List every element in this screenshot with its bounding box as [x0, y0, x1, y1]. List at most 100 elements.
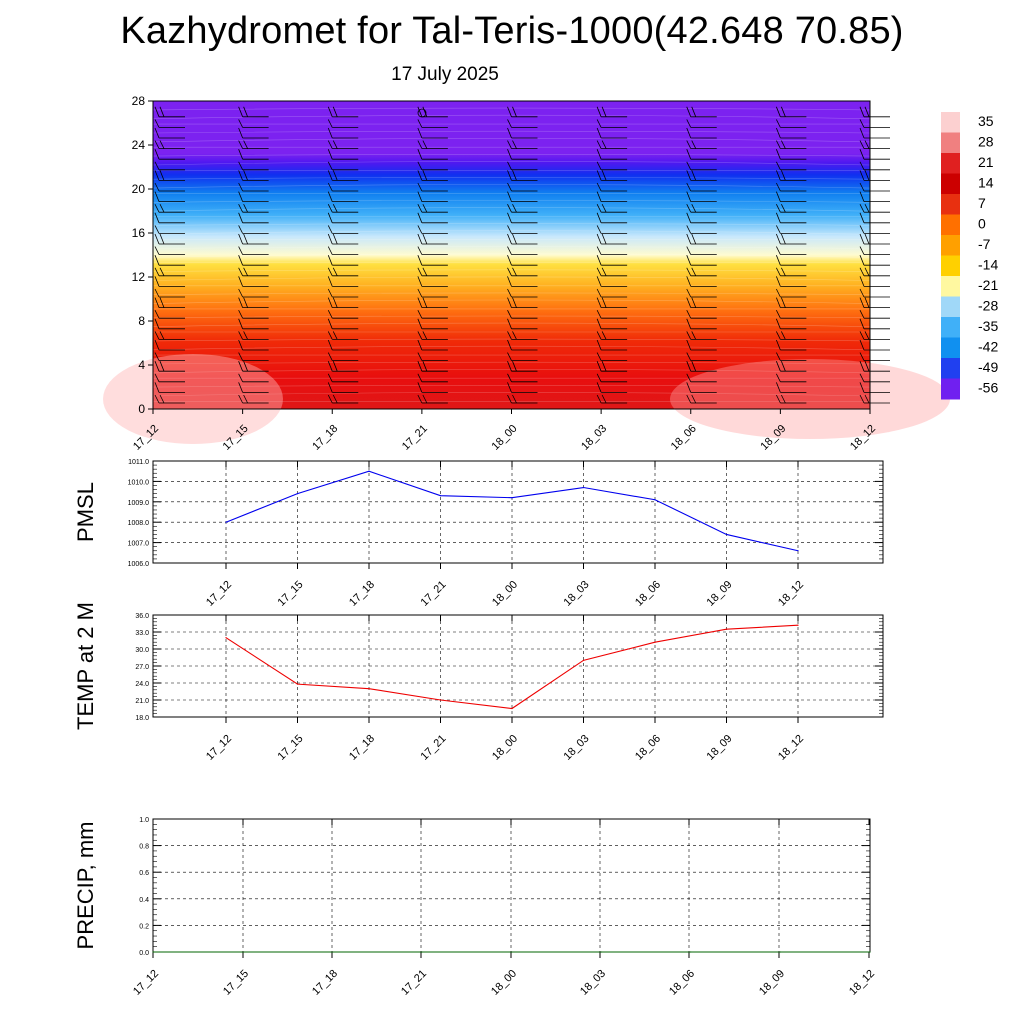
calm-wind-circle	[417, 108, 427, 118]
wind-barb-feather	[512, 170, 517, 181]
wind-barb-feather	[686, 161, 692, 170]
wind-barb-feather	[417, 225, 423, 234]
y-tick-label: 0.6	[139, 870, 149, 877]
wind-barb-feather	[507, 373, 512, 382]
x-tick-label: 18_09	[757, 968, 787, 998]
y-tick-label: 1009.0	[128, 500, 150, 507]
wind-barb-feather	[422, 297, 428, 308]
x-tick-label: 17_12	[204, 733, 234, 763]
wind-barb-feather	[686, 170, 692, 181]
wind-barb-feather	[417, 276, 423, 287]
wind-barb-feather	[154, 255, 160, 266]
wind-barb-feather	[864, 140, 870, 149]
wind-barb-feather	[601, 106, 607, 117]
wind-barb-feather	[154, 361, 160, 372]
wind-barb-feather	[596, 288, 602, 298]
wind-barb-feather	[859, 318, 865, 329]
wind-barb-feather	[417, 246, 423, 255]
wind-barb-feather	[332, 361, 338, 372]
wind-barb-feather	[238, 331, 243, 340]
wind-barb-feather	[507, 297, 512, 308]
y-tick-label: 1011.0	[128, 459, 149, 466]
wind-barb-feather	[327, 382, 333, 393]
wind-barb-feather	[332, 170, 338, 181]
wind-barb-feather	[864, 361, 870, 372]
wind-barb-feather	[159, 233, 165, 245]
wind-barb-feather	[512, 140, 517, 149]
wind-barb-feather	[859, 276, 865, 287]
data-point	[654, 499, 656, 501]
wind-barb-feather	[243, 331, 248, 340]
wind-barb-feather	[859, 255, 865, 266]
wind-barb-feather	[327, 318, 333, 329]
colorbar-segment	[941, 112, 960, 133]
colorbar-segment	[941, 317, 960, 338]
data-point	[690, 951, 692, 953]
wind-barb-feather	[859, 106, 865, 117]
wind-barb-feather	[776, 161, 781, 170]
wind-barb-feather	[507, 191, 512, 202]
wind-barb-feather	[154, 246, 160, 255]
contour-line	[152, 230, 871, 235]
wind-barb-feather	[243, 297, 248, 308]
wind-barb-feather	[596, 140, 602, 149]
data-point	[439, 699, 442, 701]
wind-barb-feather	[512, 361, 517, 372]
wind-barb-feather	[512, 267, 517, 276]
wind-barb-feather	[238, 318, 243, 329]
x-tick-label: 18_12	[847, 968, 877, 998]
x-tick-label: 17_12	[204, 579, 234, 609]
wind-barb-feather	[417, 191, 423, 202]
wind-barb-feather	[238, 297, 243, 308]
wind-barb-feather	[327, 170, 333, 181]
precip-panel: 0.0 0.2 0.4 0.6 0.8 1.0 17_12 17_15 17_18 17_21 18…	[73, 817, 877, 998]
colorbar-label: -56	[978, 380, 998, 396]
wind-barb-feather	[327, 233, 333, 245]
wind-barb-feather	[417, 361, 423, 372]
wind-barb-feather	[422, 204, 428, 213]
wind-barb-feather	[686, 361, 692, 372]
wind-barb-feather	[776, 267, 781, 276]
wind-barb-feather	[417, 212, 423, 223]
wind-barb-feather	[776, 106, 781, 117]
wind-barb-feather	[243, 106, 248, 117]
wind-barb-feather	[422, 267, 428, 276]
data-point	[439, 495, 442, 497]
y-tick-label: 30.0	[135, 647, 149, 654]
colorbar-segment	[941, 276, 960, 297]
x-tick-label: 18_06	[633, 579, 663, 609]
wind-barb-feather	[596, 170, 602, 181]
wind-barb-feather	[154, 204, 160, 213]
x-tick-label: 17_21	[399, 968, 429, 998]
wind-barb-feather	[159, 106, 165, 117]
y-tick-label: 1.0	[139, 817, 149, 824]
data-point	[511, 497, 513, 499]
colorbar-segment	[941, 255, 960, 277]
x-tick-label: 17_21	[419, 733, 449, 763]
wind-barb-feather	[859, 191, 865, 202]
wind-barb-feather	[601, 361, 607, 372]
wind-barb-feather	[776, 373, 781, 382]
contour-line	[152, 246, 871, 249]
wind-barb-feather	[776, 288, 781, 298]
wind-barb-feather	[596, 225, 602, 234]
wind-barb-feather	[859, 297, 865, 308]
colorbar-label: 21	[978, 154, 994, 170]
wind-barb-feather	[327, 106, 333, 117]
data-point	[152, 951, 154, 953]
wind-barb-feather	[596, 352, 602, 361]
wind-barb-feather	[691, 170, 697, 181]
data-point	[582, 486, 585, 489]
x-tick-label: 18_06	[669, 423, 699, 453]
wind-barb-feather	[507, 339, 512, 351]
wind-barb-feather	[596, 297, 602, 308]
y-tick-label: 20	[132, 182, 146, 196]
data-point	[725, 533, 728, 536]
data-point	[368, 688, 370, 690]
wind-barb-feather	[327, 297, 333, 308]
wind-barb-feather	[859, 361, 865, 372]
wind-barb-feather	[238, 204, 243, 213]
wind-barb-feather	[238, 394, 243, 404]
wind-barb-feather	[507, 170, 512, 181]
